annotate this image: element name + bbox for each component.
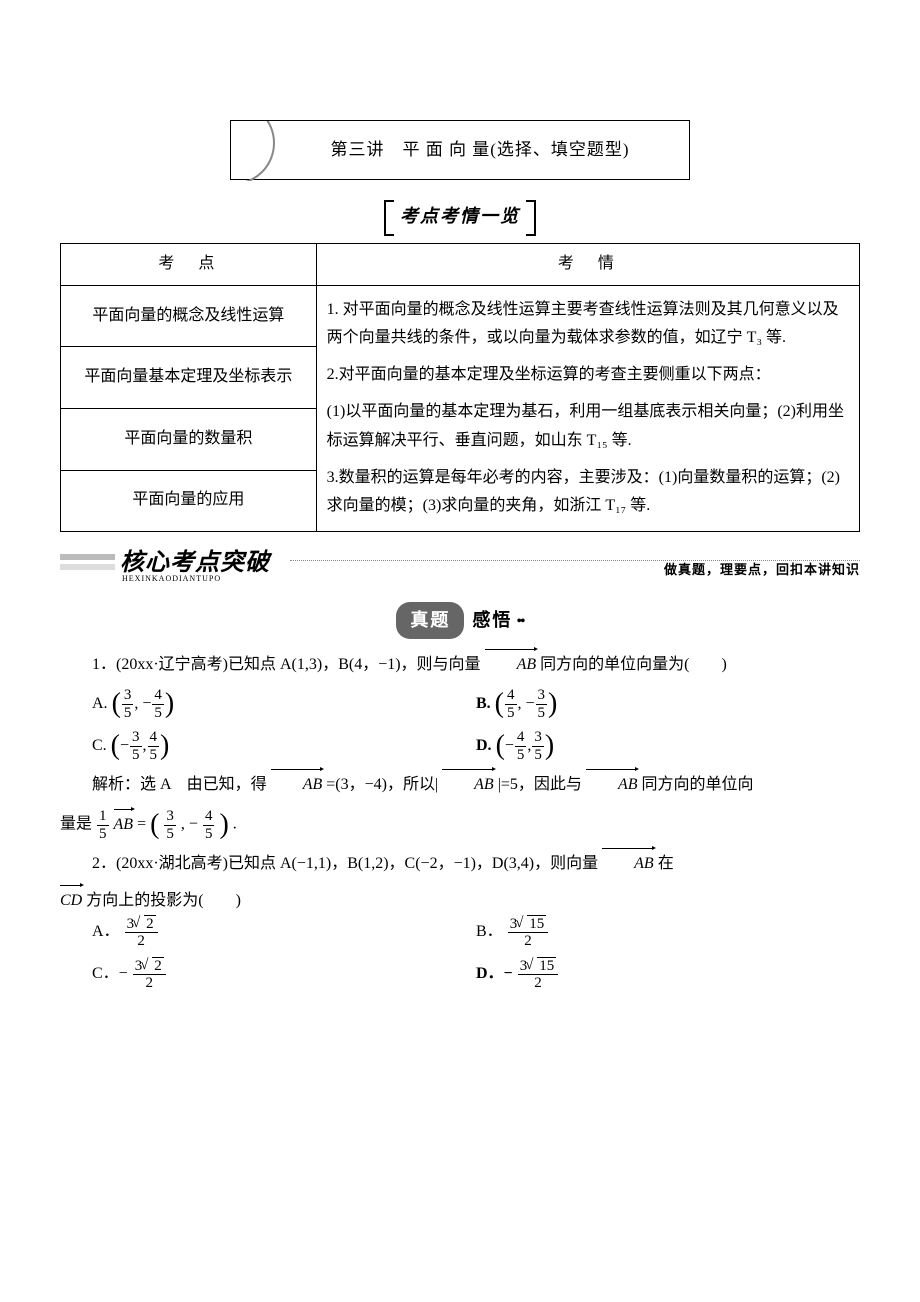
fraction: 32 2 bbox=[125, 916, 158, 950]
lecture-title-box: 第三讲 平 面 向 量(选择、填空题型) bbox=[230, 120, 690, 180]
fraction: 32 2 bbox=[133, 958, 166, 992]
option-label: A. bbox=[92, 690, 108, 719]
vector-ab: AB bbox=[586, 771, 638, 800]
table-header-point: 考 点 bbox=[61, 243, 317, 285]
q1-stem-b: 同方向的单位向量为( ) bbox=[540, 656, 727, 673]
neg: − bbox=[505, 732, 514, 761]
comma: , − bbox=[181, 816, 198, 833]
table-right-para: 3.数量积的运算是每年必考的内容，主要涉及：(1)向量数量积的运算；(2)求向量… bbox=[327, 460, 849, 526]
dots-icon: •• bbox=[516, 613, 523, 630]
neg: − bbox=[120, 732, 129, 761]
question-2-stem-2: CD 方向上的投影为( ) bbox=[60, 887, 860, 916]
frac-num: 32 bbox=[133, 958, 166, 976]
expl-text: = bbox=[137, 816, 150, 833]
q2-stem-a: 2．(20xx·湖北高考)已知点 A(−1,1)，B(1,2)，C(−2，−1)… bbox=[92, 855, 602, 872]
table-row-left: 平面向量的应用 bbox=[61, 470, 317, 532]
fraction: 45 bbox=[505, 687, 517, 721]
core-bar-decoration bbox=[60, 564, 115, 570]
table-right-para: 1. 对平面向量的概念及线性运算主要考查线性运算法则及其几何意义以及两个向量共线… bbox=[327, 292, 849, 358]
section-banner: 考点考情一览 bbox=[60, 200, 860, 233]
fraction: 45 bbox=[152, 687, 164, 721]
comma: , bbox=[143, 732, 147, 761]
frac-num: 315 bbox=[508, 916, 549, 934]
option-label: A． bbox=[92, 918, 120, 947]
option-b: B. ( 45 , − 35 ) bbox=[476, 687, 860, 721]
core-pinyin: HEXINKAODIANTUPO bbox=[122, 572, 221, 586]
option-label: C．− bbox=[92, 960, 128, 989]
option-d: D. ( − 45 , 35 ) bbox=[476, 729, 860, 763]
option-a: A. ( 35 , − 45 ) bbox=[92, 687, 476, 721]
table-right-para: 2.对平面向量的基本定理及坐标运算的考查主要侧重以下两点： bbox=[327, 357, 849, 394]
comma: , bbox=[527, 732, 531, 761]
fraction: 45 bbox=[515, 729, 527, 763]
vector-ab: AB bbox=[271, 771, 323, 800]
option-label: C. bbox=[92, 732, 107, 761]
table-right-merged: 1. 对平面向量的概念及线性运算主要考查线性运算法则及其几何意义以及两个向量共线… bbox=[316, 285, 859, 532]
option-label: D. bbox=[476, 732, 492, 761]
option-label: B. bbox=[476, 690, 491, 719]
fraction: 35 bbox=[532, 729, 544, 763]
vector-cd: CD bbox=[60, 887, 82, 916]
pill-label: 真题 bbox=[396, 602, 464, 638]
question-2-stem: 2．(20xx·湖北高考)已知点 A(−1,1)，B(1,2)，C(−2，−1)… bbox=[60, 850, 860, 879]
comma: , − bbox=[134, 690, 151, 719]
table-row-left: 平面向量基本定理及坐标表示 bbox=[61, 347, 317, 409]
core-banner: 核心考点突破 HEXINKAODIANTUPO 做真题，理要点，回扣本讲知识 bbox=[60, 546, 860, 584]
exam-points-table: 考 点 考 情 平面向量的概念及线性运算 1. 对平面向量的概念及线性运算主要考… bbox=[60, 243, 860, 532]
paren-icon: ( bbox=[150, 809, 159, 840]
fraction: 35 bbox=[130, 729, 142, 763]
title-box-arc-decoration bbox=[231, 121, 281, 181]
question-1-stem: 1．(20xx·辽宁高考)已知点 A(1,3)，B(4，−1)，则与向量 AB … bbox=[60, 651, 860, 680]
expl-text: . bbox=[233, 816, 237, 833]
fraction: 35 bbox=[536, 687, 548, 721]
question-1-explain-2: 量是 15 AB = ( 35 , − 45 ) . bbox=[60, 808, 860, 842]
question-2-options: A． 32 2 B． 315 2 C．− 32 2 D．− 315 2 bbox=[92, 916, 860, 992]
option-c: C. ( − 35 , 45 ) bbox=[92, 729, 476, 763]
section-banner-text: 考点考情一览 bbox=[396, 200, 524, 232]
table-row-left: 平面向量的数量积 bbox=[61, 408, 317, 470]
fraction: 45 bbox=[148, 729, 160, 763]
table-header-situation: 考 情 bbox=[316, 243, 859, 285]
option-label: B． bbox=[476, 918, 503, 947]
option-d: D．− 315 2 bbox=[476, 958, 860, 992]
expl-text: =(3，−4)，所以| bbox=[326, 776, 442, 793]
pill-row: 真题 感悟 •• bbox=[60, 602, 860, 638]
frac-num: 315 bbox=[518, 958, 559, 976]
option-label: D．− bbox=[476, 960, 513, 989]
expl-text: 同方向的单位向 bbox=[641, 776, 753, 793]
vector-ab: AB bbox=[485, 651, 537, 680]
frac-num: 32 bbox=[125, 916, 158, 934]
question-1-options: A. ( 35 , − 45 ) B. ( 45 , − 35 ) C. ( −… bbox=[92, 687, 860, 763]
core-right-text: 做真题，理要点，回扣本讲知识 bbox=[664, 558, 860, 581]
fraction: 45 bbox=[203, 808, 215, 842]
expl-text: 解析：选 A 由已知，得 bbox=[92, 776, 271, 793]
fraction: 315 2 bbox=[508, 916, 549, 950]
q2-stem-c: 方向上的投影为( ) bbox=[86, 892, 241, 909]
vector-ab: AB bbox=[442, 771, 494, 800]
table-right-para: (1)以平面向量的基本定理为基石，利用一组基底表示相关向量；(2)利用坐标运算解… bbox=[327, 394, 849, 460]
comma: , − bbox=[518, 690, 535, 719]
core-bar-decoration bbox=[60, 554, 115, 560]
expl-text: 量是 bbox=[60, 816, 96, 833]
option-a: A． 32 2 bbox=[92, 916, 476, 950]
q1-stem-a: 1．(20xx·辽宁高考)已知点 A(1,3)，B(4，−1)，则与向量 bbox=[92, 656, 485, 673]
fraction: 315 2 bbox=[518, 958, 559, 992]
vector-ab: AB bbox=[114, 811, 134, 840]
fraction: 35 bbox=[164, 808, 176, 842]
fraction: 35 bbox=[122, 687, 134, 721]
q2-stem-b: 在 bbox=[658, 855, 674, 872]
option-c: C．− 32 2 bbox=[92, 958, 476, 992]
option-b: B． 315 2 bbox=[476, 916, 860, 950]
lecture-title: 第三讲 平 面 向 量(选择、填空题型) bbox=[330, 135, 629, 166]
table-row-left: 平面向量的概念及线性运算 bbox=[61, 285, 317, 347]
vector-ab: AB bbox=[602, 850, 654, 879]
fraction: 15 bbox=[97, 808, 109, 842]
paren-icon: ) bbox=[219, 809, 228, 840]
pill-after: 感悟 bbox=[472, 610, 512, 630]
expl-text: |=5，因此与 bbox=[498, 776, 586, 793]
question-1-explain: 解析：选 A 由已知，得 AB =(3，−4)，所以| AB |=5，因此与 A… bbox=[60, 771, 860, 800]
